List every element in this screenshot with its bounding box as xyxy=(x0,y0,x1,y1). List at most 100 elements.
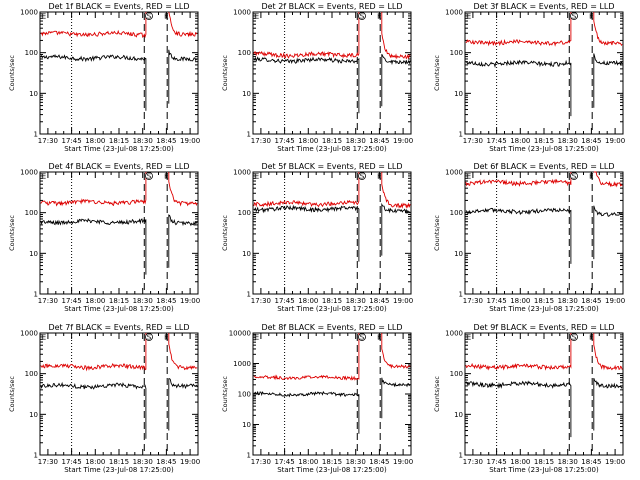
y-tick-label: 10 xyxy=(242,90,251,98)
x-tick-label: 17:45 xyxy=(487,297,507,305)
lld-series-line xyxy=(168,11,198,38)
y-tick-label: 100 xyxy=(450,370,463,378)
plot-frame xyxy=(252,171,412,295)
x-tick-label: 18:15 xyxy=(534,458,554,466)
x-tick-label: 18:30 xyxy=(558,297,578,305)
events-series-line xyxy=(381,377,411,419)
y-tick-label: 1 xyxy=(459,452,463,460)
x-tick-label: 19:00 xyxy=(180,297,200,305)
lld-series-line xyxy=(381,333,411,369)
x-tick-label: 19:00 xyxy=(605,297,625,305)
x-tick-label: 17:30 xyxy=(38,297,58,305)
saa-marker: S xyxy=(147,334,152,342)
x-tick-label: 18:15 xyxy=(109,297,129,305)
lld-series-line xyxy=(465,12,572,47)
x-tick-label: 17:45 xyxy=(275,458,295,466)
x-tick-label: 18:00 xyxy=(298,458,318,466)
y-tick-label: 100 xyxy=(25,49,38,57)
saa-marker-circle xyxy=(145,12,153,20)
x-tick-label: 18:00 xyxy=(85,297,105,305)
eclipse-marker: E xyxy=(164,334,168,342)
x-axis-label: Start Time (23-Jul-08 17:25:00) xyxy=(277,466,387,474)
x-tick-label: 18:30 xyxy=(133,458,153,466)
x-tick-label: 18:15 xyxy=(322,137,342,145)
panel-title: Det 1f BLACK = Events, RED = LLD xyxy=(48,2,189,11)
saa-marker: S xyxy=(572,13,577,21)
panel-det-4: Det 4f BLACK = Events, RED = LLD 1 10 100 10… xyxy=(8,162,200,313)
x-tick-label: 17:30 xyxy=(38,458,58,466)
y-tick-label: 1 xyxy=(459,291,463,299)
plot-frame xyxy=(39,171,199,295)
eclipse-marker: E xyxy=(467,334,471,342)
y-tick-label: 10 xyxy=(29,411,38,419)
x-tick-label: 18:30 xyxy=(133,137,153,145)
eclipse-marker: E xyxy=(467,173,471,181)
y-tick-label: 100 xyxy=(238,49,251,57)
panel-title: Det 8f BLACK = Events, RED = LLD xyxy=(261,323,402,332)
x-tick-label: 17:30 xyxy=(463,458,483,466)
x-tick-label: 17:30 xyxy=(463,137,483,145)
x-axis-label: Start Time (23-Jul-08 17:25:00) xyxy=(277,305,387,313)
events-series-line xyxy=(465,207,572,264)
eclipse-marker: E xyxy=(589,334,593,342)
saa-marker: S xyxy=(572,173,577,181)
panel-title: Det 5f BLACK = Events, RED = LLD xyxy=(261,162,402,171)
y-tick-label: 10 xyxy=(454,411,463,419)
y-tick-label: 1000 xyxy=(445,330,463,338)
eclipse-marker: E xyxy=(377,334,381,342)
x-tick-label: 19:00 xyxy=(605,137,625,145)
x-tick-label: 19:00 xyxy=(393,297,413,305)
events-series-line xyxy=(465,380,572,438)
y-tick-label: 100 xyxy=(238,209,251,217)
events-series-line xyxy=(168,378,198,431)
plot-frame xyxy=(39,11,199,135)
x-tick-label: 17:30 xyxy=(463,297,483,305)
plot-frame xyxy=(39,332,199,456)
lld-series-line xyxy=(253,172,360,208)
x-tick-label: 18:45 xyxy=(156,297,176,305)
saa-marker: S xyxy=(360,334,365,342)
lld-series-line xyxy=(593,171,623,188)
events-series-line xyxy=(465,59,572,117)
events-series-line xyxy=(593,53,623,108)
y-axis-label: Counts/sec xyxy=(221,376,229,412)
x-axis-label: Start Time (23-Jul-08 17:25:00) xyxy=(489,145,599,153)
y-tick-label: 1 xyxy=(34,452,38,460)
x-axis-label: Start Time (23-Jul-08 17:25:00) xyxy=(64,145,174,153)
x-tick-label: 19:00 xyxy=(180,137,200,145)
y-tick-label: 10000 xyxy=(229,330,251,338)
x-tick-label: 18:15 xyxy=(109,137,129,145)
y-axis-label: Counts/sec xyxy=(8,215,16,251)
panel-det-1: Det 1f BLACK = Events, RED = LLD 1 10 100 10… xyxy=(8,2,200,153)
panel-title: Det 4f BLACK = Events, RED = LLD xyxy=(48,162,189,171)
x-tick-label: 17:45 xyxy=(275,137,295,145)
events-series-line xyxy=(168,49,198,104)
saa-marker: S xyxy=(360,13,365,21)
panel-det-9: Det 9f BLACK = Events, RED = LLD 1 10 100 10… xyxy=(433,323,625,474)
x-tick-label: 17:45 xyxy=(62,137,82,145)
lld-series-line xyxy=(253,12,360,59)
y-tick-label: 100 xyxy=(238,391,251,399)
y-tick-label: 100 xyxy=(450,49,463,57)
y-tick-label: 1000 xyxy=(20,169,38,177)
y-tick-label: 1 xyxy=(459,131,463,139)
x-tick-label: 18:45 xyxy=(156,137,176,145)
events-series-line xyxy=(253,56,360,114)
eclipse-marker: E xyxy=(255,13,259,21)
x-axis-label: Start Time (23-Jul-08 17:25:00) xyxy=(489,305,599,313)
x-axis-label: Start Time (23-Jul-08 17:25:00) xyxy=(489,466,599,474)
eclipse-marker: E xyxy=(164,173,168,181)
x-tick-label: 17:45 xyxy=(62,458,82,466)
events-series-line xyxy=(593,377,623,431)
x-tick-label: 17:30 xyxy=(251,297,271,305)
eclipse-marker: E xyxy=(255,173,259,181)
eclipse-marker: E xyxy=(589,173,593,181)
panel-det-3: Det 3f BLACK = Events, RED = LLD 1 10 100 10… xyxy=(433,2,625,153)
x-tick-label: 18:00 xyxy=(510,458,530,466)
eclipse-marker: E xyxy=(164,13,168,21)
panel-title: Det 9f BLACK = Events, RED = LLD xyxy=(473,323,614,332)
eclipse-marker: E xyxy=(377,173,381,181)
x-tick-label: 17:30 xyxy=(38,137,58,145)
x-tick-label: 19:00 xyxy=(393,137,413,145)
lld-series-line xyxy=(465,333,572,371)
